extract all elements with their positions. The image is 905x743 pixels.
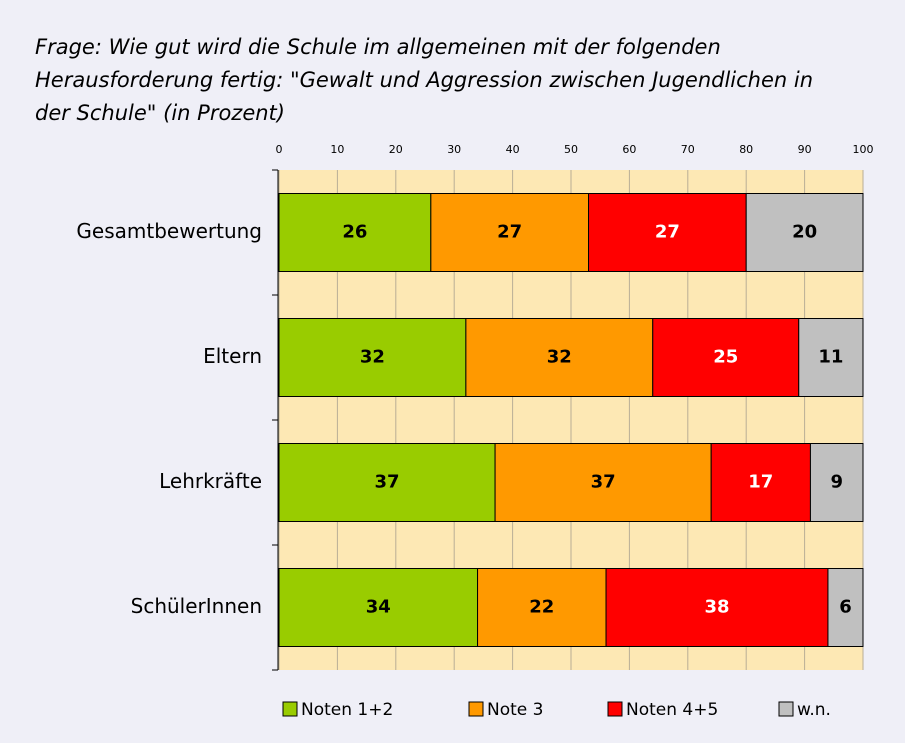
bar-segment (465, 318, 654, 397)
bar-segment (710, 443, 811, 522)
title-line: Frage: Wie gut wird die Schule im allgem… (35, 35, 721, 59)
value-label: 25 (713, 347, 738, 368)
value-label: 27 (497, 222, 522, 243)
bar-segment (278, 193, 432, 272)
category-label: SchülerInnen (131, 594, 262, 618)
bar-segment (745, 193, 864, 272)
value-label: 22 (529, 597, 554, 618)
x-tick-label: 10 (330, 143, 344, 156)
value-label: 37 (591, 472, 616, 493)
legend-swatch (778, 701, 794, 717)
value-label: 34 (366, 597, 391, 618)
value-label: 26 (342, 222, 367, 243)
x-tick-label: 60 (622, 143, 636, 156)
x-tick-label: 50 (564, 143, 578, 156)
x-tick-label: 100 (853, 143, 874, 156)
category-label: Gesamtbewertung (76, 219, 262, 243)
bar-segment (798, 318, 864, 397)
x-tick-label: 30 (447, 143, 461, 156)
title-line: der Schule" (in Prozent) (35, 101, 285, 125)
value-label: 9 (830, 472, 843, 493)
x-tick-label: 20 (389, 143, 403, 156)
bar-segment (605, 568, 829, 647)
bar-segment (278, 318, 467, 397)
legend-label: Noten 1+2 (301, 700, 393, 720)
x-tick-label: 80 (739, 143, 753, 156)
value-label: 37 (375, 472, 400, 493)
legend-label: Noten 4+5 (626, 700, 718, 720)
title-line: Herausforderung fertig: "Gewalt und Aggr… (35, 68, 813, 92)
category-label: Eltern (203, 344, 262, 368)
legend-label: Note 3 (487, 700, 543, 720)
value-label: 11 (818, 347, 843, 368)
value-label: 17 (748, 472, 773, 493)
bar-segment (588, 193, 747, 272)
legend-swatch (468, 701, 484, 717)
bar-segment (652, 318, 800, 397)
value-label: 32 (547, 347, 572, 368)
legend-swatch (607, 701, 623, 717)
x-tick-label: 40 (506, 143, 520, 156)
value-label: 6 (839, 597, 852, 618)
bar-segment (430, 193, 590, 272)
x-tick-label: 70 (681, 143, 695, 156)
x-tick-label: 0 (276, 143, 283, 156)
bar-segment (827, 568, 864, 647)
x-tick-label: 90 (798, 143, 812, 156)
bar-segment (809, 443, 864, 522)
value-label: 38 (704, 597, 729, 618)
category-label: Lehrkräfte (159, 469, 262, 493)
title: Frage: Wie gut wird die Schule im allgem… (35, 35, 813, 125)
legend-swatch (282, 701, 298, 717)
legend-label: w.n. (797, 700, 831, 720)
value-label: 32 (360, 347, 385, 368)
value-label: 27 (655, 222, 680, 243)
value-label: 20 (792, 222, 817, 243)
